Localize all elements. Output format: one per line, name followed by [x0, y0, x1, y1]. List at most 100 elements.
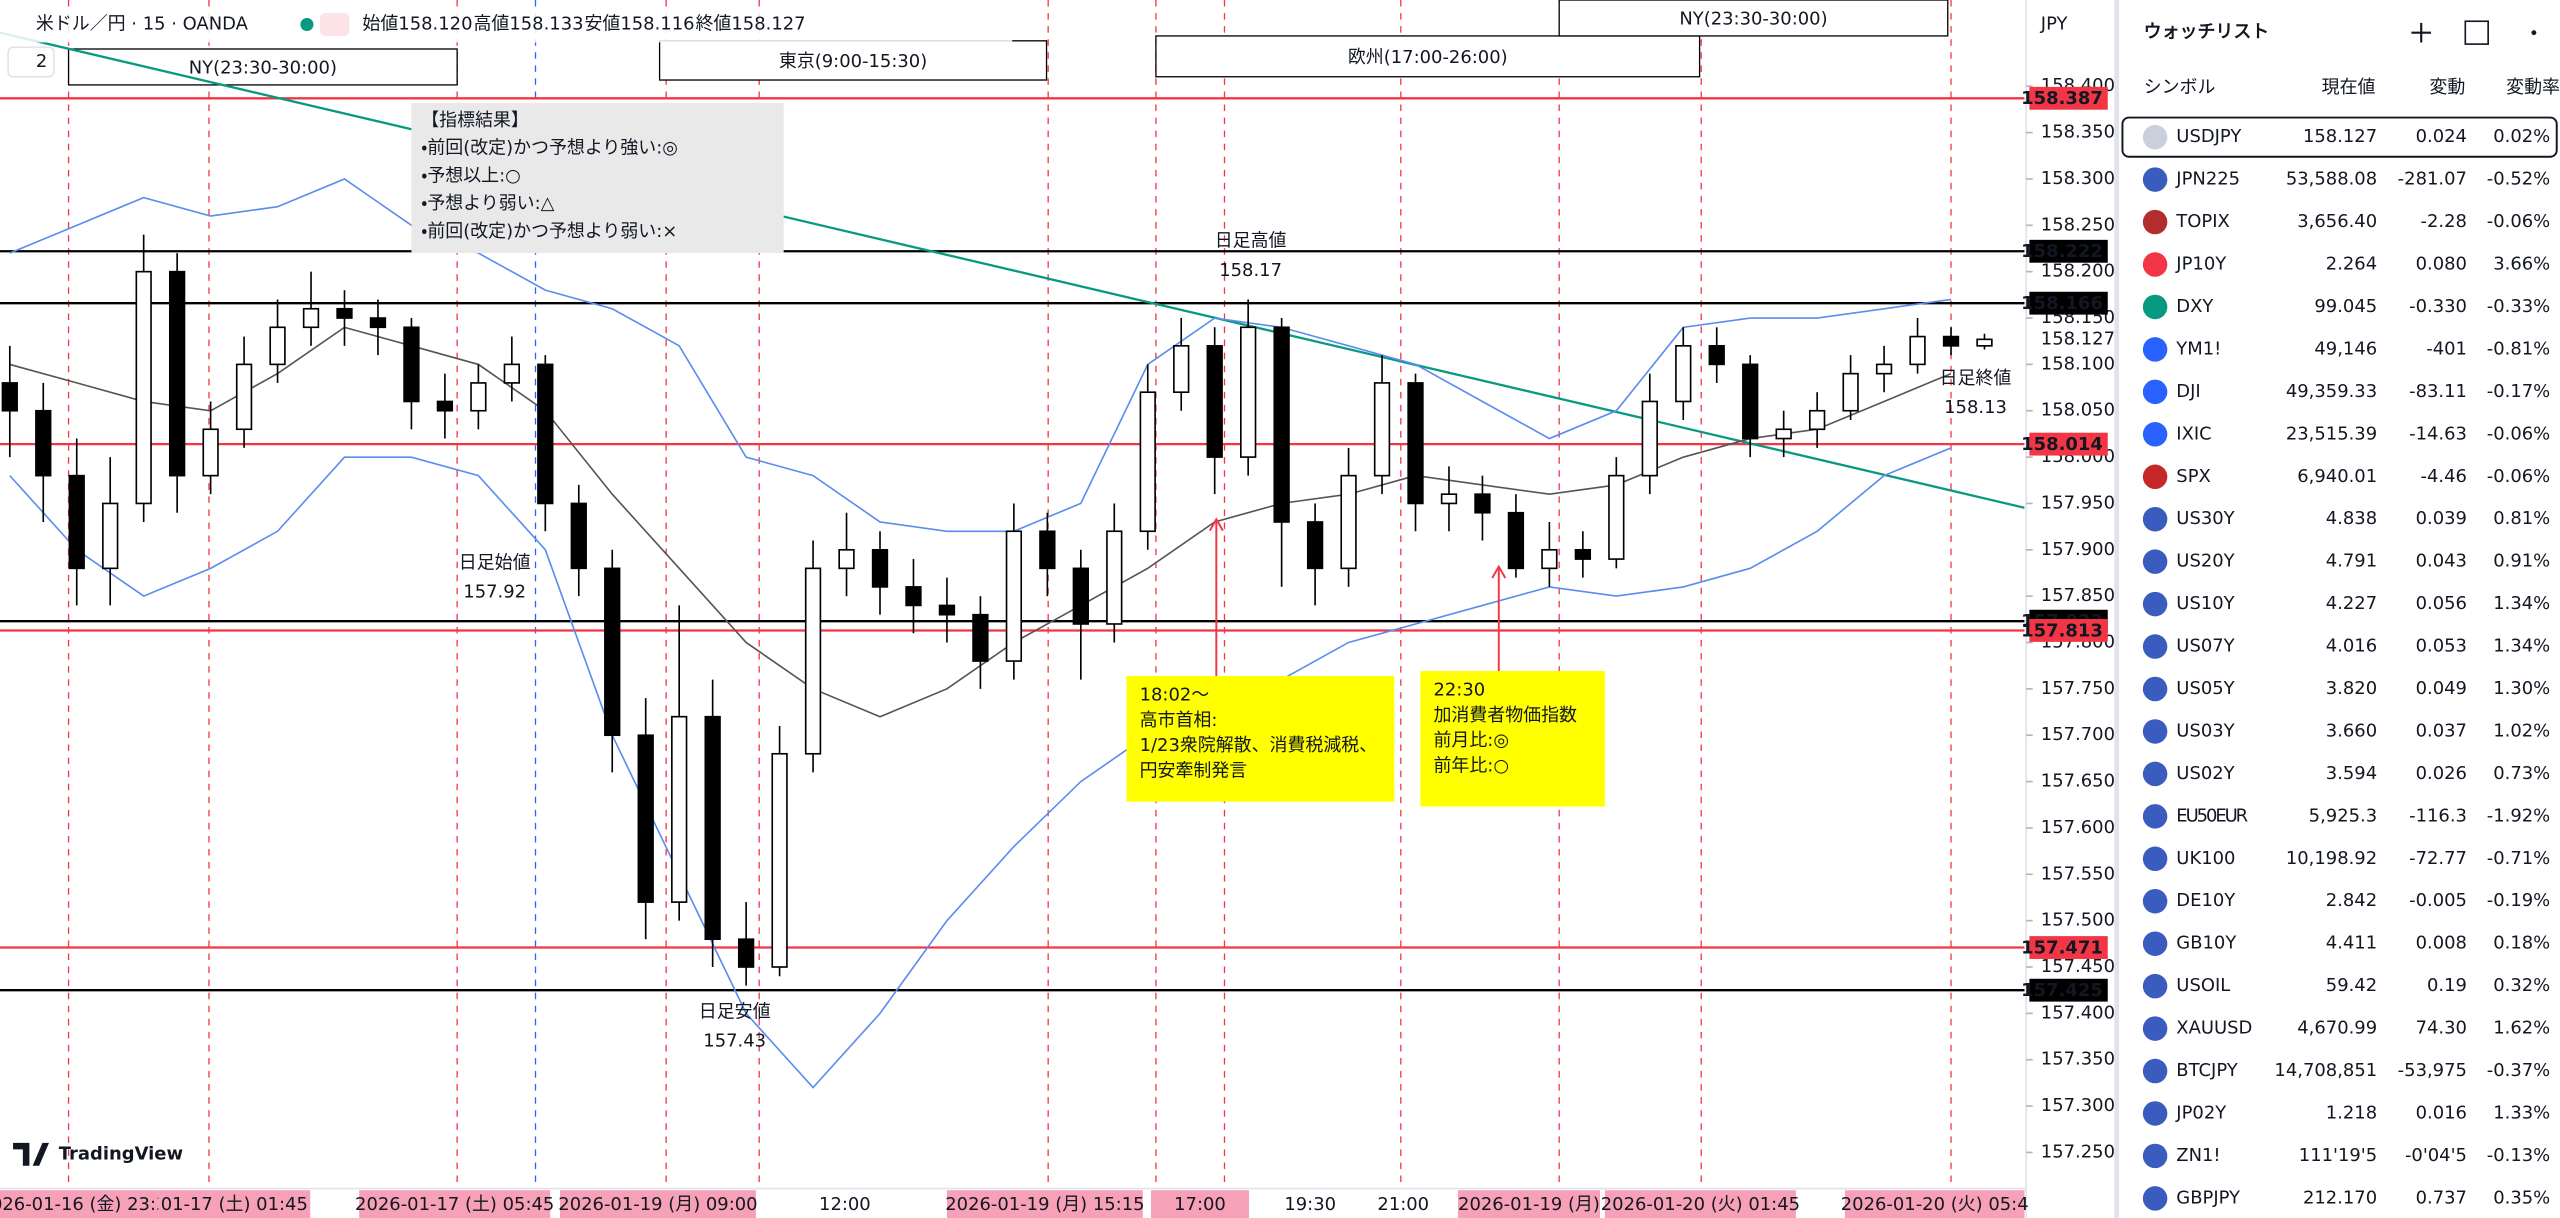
- symbol[interactable]: DJI: [2176, 381, 2200, 402]
- symbol[interactable]: BTCJPY: [2176, 1060, 2237, 1081]
- symbol[interactable]: US10Y: [2176, 593, 2234, 614]
- symbol[interactable]: YM1!: [2175, 338, 2221, 359]
- header-bg: [0, 6, 1013, 43]
- price: 2.842: [2326, 890, 2377, 911]
- change-pct: 0.32%: [2493, 975, 2550, 996]
- change: 74.30: [2416, 1018, 2467, 1039]
- y-tick-label: 157.750: [2041, 678, 2115, 699]
- candle-body: [1808, 409, 1826, 431]
- more-icon[interactable]: [2531, 30, 2537, 36]
- symbol[interactable]: TOPIX: [2175, 211, 2229, 232]
- layout-count[interactable]: 2: [36, 51, 47, 72]
- price: 99.045: [2314, 296, 2377, 317]
- column-header[interactable]: 変動: [2429, 77, 2465, 98]
- watchlist-title[interactable]: ウォッチリスト: [2144, 22, 2270, 43]
- symbol[interactable]: US02Y: [2176, 763, 2234, 784]
- change: 0.053: [2416, 636, 2467, 657]
- header-symbol[interactable]: 米ドル／円 · 15 · OANDA: [36, 14, 249, 35]
- candle-body: [369, 317, 387, 329]
- symbol[interactable]: ZN1!: [2176, 1145, 2220, 1166]
- candle-body: [336, 307, 353, 319]
- y-tick-label: 157.250: [2041, 1141, 2115, 1162]
- candle-body: [1541, 548, 1558, 570]
- candle-body: [1039, 530, 1056, 570]
- symbol[interactable]: US05Y: [2176, 678, 2234, 699]
- session-label: NY(23:30-30:00): [1679, 9, 1827, 30]
- header-ohlc: 終値158.127: [696, 14, 806, 35]
- event-box: [1420, 671, 1605, 807]
- candle-body: [202, 428, 219, 477]
- candle-body: [1106, 530, 1123, 625]
- event-line: 18:02～: [1140, 685, 1210, 706]
- layout-icon[interactable]: [2464, 20, 2489, 45]
- column-header[interactable]: シンボル: [2144, 77, 2216, 98]
- price-tag: [2029, 619, 2108, 642]
- symbol[interactable]: USDJPY: [2176, 126, 2241, 147]
- symbol[interactable]: JP10Y: [2175, 254, 2226, 275]
- add-icon[interactable]: [2411, 22, 2432, 43]
- candle-body: [403, 326, 420, 403]
- price: 212.170: [2303, 1187, 2377, 1208]
- symbol[interactable]: EU50EUR: [2176, 805, 2248, 826]
- time-label: 19:30: [1284, 1194, 1336, 1215]
- change: 0.056: [2416, 593, 2467, 614]
- price: 49,146: [2314, 338, 2377, 359]
- column-header[interactable]: 現在値: [2322, 77, 2376, 98]
- symbol[interactable]: DE10Y: [2176, 890, 2235, 911]
- symbol[interactable]: UK100: [2176, 848, 2235, 869]
- band-upper: [9, 178, 1952, 533]
- symbol[interactable]: IXIC: [2176, 423, 2211, 444]
- symbol-icon: [2142, 294, 2168, 320]
- symbol[interactable]: US07Y: [2176, 636, 2234, 657]
- symbol[interactable]: DXY: [2176, 296, 2213, 317]
- symbol[interactable]: JPN225: [2175, 169, 2240, 190]
- change: -4.46: [2421, 466, 2467, 487]
- price: 4.838: [2326, 508, 2377, 529]
- time-label: 2026-01-16 (金) 23:30: [0, 1194, 179, 1215]
- time-tag: [158, 1190, 311, 1218]
- logo: TradingView: [59, 1143, 183, 1164]
- y-tick-label: 158.300: [2041, 168, 2115, 189]
- daily-value: 157.92: [463, 582, 526, 603]
- y-tick-label: 157.400: [2041, 1002, 2115, 1023]
- symbol-icon: [2142, 209, 2168, 235]
- symbol[interactable]: XAUUSD: [2176, 1018, 2252, 1039]
- symbol[interactable]: GB10Y: [2176, 933, 2236, 954]
- price-tag-label: 157.471: [2021, 937, 2103, 958]
- price: 158.127: [2303, 126, 2377, 147]
- y-tick-label: 157.350: [2041, 1049, 2115, 1070]
- layout-button[interactable]: [7, 46, 55, 78]
- candle-body: [671, 715, 688, 903]
- daily-label: 日足安値: [699, 1001, 771, 1022]
- change: 0.008: [2416, 933, 2467, 954]
- symbol[interactable]: US30Y: [2176, 508, 2234, 529]
- candle-body: [1440, 493, 1458, 505]
- price: 3.820: [2326, 678, 2377, 699]
- candle-body: [905, 586, 922, 607]
- column-header[interactable]: 変動率: [2506, 77, 2560, 98]
- change-pct: 0.73%: [2493, 763, 2550, 784]
- candle-body: [1306, 521, 1324, 570]
- symbol-icon: [2142, 464, 2168, 489]
- change-pct: 3.66%: [2493, 254, 2550, 275]
- symbol[interactable]: SPX: [2176, 466, 2211, 487]
- price: 10,198.92: [2286, 848, 2377, 869]
- change-pct: 0.02%: [2493, 126, 2550, 147]
- symbol[interactable]: GBPJPY: [2176, 1187, 2240, 1208]
- symbol[interactable]: USOIL: [2176, 975, 2230, 996]
- watchlist-bg: [2119, 0, 2560, 1218]
- price-tag-label: 158.014: [2021, 434, 2103, 455]
- candle-body: [1206, 345, 1223, 458]
- symbol[interactable]: US20Y: [2176, 551, 2234, 572]
- symbol[interactable]: US03Y: [2176, 720, 2234, 741]
- candle-body: [1407, 382, 1424, 505]
- change-pct: -0.37%: [2487, 1060, 2550, 1081]
- time-label: 2026-01-19 (月) 09:00: [558, 1194, 757, 1215]
- symbol[interactable]: JP02Y: [2175, 1102, 2226, 1123]
- price: 2.264: [2326, 254, 2377, 275]
- symbol-icon: [2142, 549, 2168, 574]
- header-ohlc: 始値158.120: [362, 14, 472, 35]
- change: 0.037: [2416, 720, 2467, 741]
